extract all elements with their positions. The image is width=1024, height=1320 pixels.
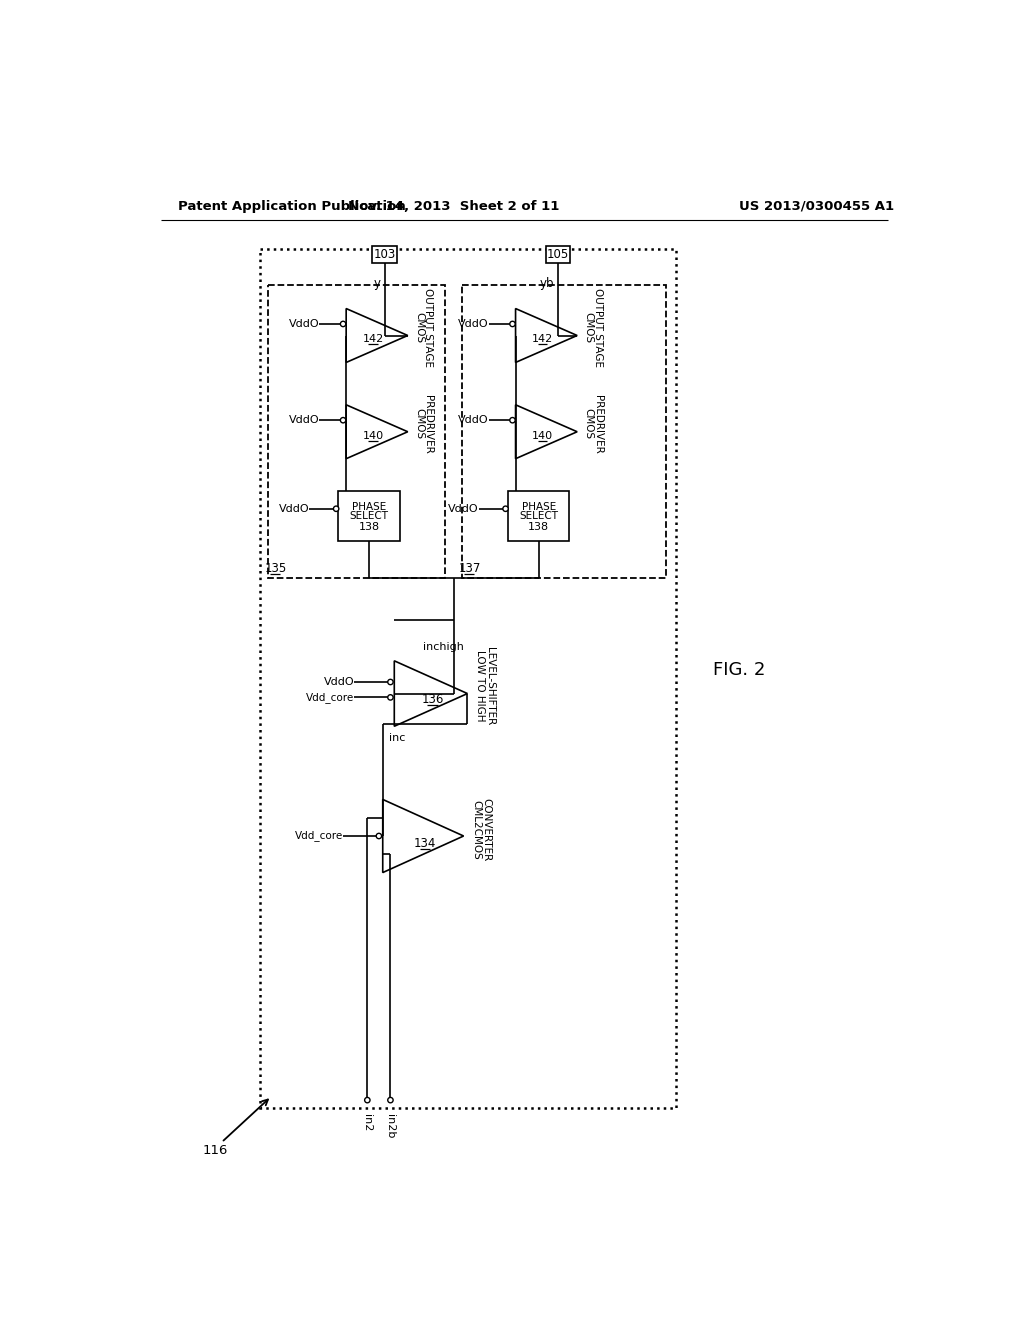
Text: 105: 105	[547, 248, 569, 261]
Text: CONVERTER: CONVERTER	[481, 799, 492, 862]
Circle shape	[388, 680, 393, 685]
Circle shape	[376, 833, 382, 838]
Text: in2: in2	[362, 1114, 373, 1131]
Text: US 2013/0300455 A1: US 2013/0300455 A1	[739, 199, 894, 213]
Text: Patent Application Publication: Patent Application Publication	[178, 199, 407, 213]
Text: Vdd_core: Vdd_core	[295, 830, 343, 841]
FancyBboxPatch shape	[546, 246, 570, 263]
Circle shape	[340, 321, 346, 326]
Text: SELECT: SELECT	[350, 511, 389, 521]
Text: FIG. 2: FIG. 2	[713, 661, 765, 680]
Text: inc: inc	[389, 733, 406, 743]
Circle shape	[365, 1097, 370, 1102]
FancyBboxPatch shape	[339, 491, 400, 541]
Text: PREDRIVER: PREDRIVER	[423, 395, 433, 454]
Text: 142: 142	[531, 334, 553, 345]
Text: 138: 138	[528, 523, 549, 532]
Circle shape	[340, 417, 346, 422]
Text: 134: 134	[414, 837, 436, 850]
Text: VddO: VddO	[447, 504, 478, 513]
Text: CML2CMOS: CML2CMOS	[471, 800, 481, 859]
Text: 116: 116	[203, 1143, 228, 1156]
Text: OUTPUT STAGE: OUTPUT STAGE	[423, 288, 433, 367]
Text: 138: 138	[358, 523, 380, 532]
Text: PREDRIVER: PREDRIVER	[593, 395, 602, 454]
Circle shape	[510, 321, 515, 326]
Text: VddO: VddO	[458, 416, 488, 425]
Text: 135: 135	[264, 562, 287, 576]
FancyBboxPatch shape	[508, 491, 569, 541]
Text: 142: 142	[362, 334, 384, 345]
Text: LEVEL-SHIFTER: LEVEL-SHIFTER	[485, 647, 496, 725]
Text: VddO: VddO	[279, 504, 309, 513]
Text: CMOS: CMOS	[584, 313, 593, 343]
Text: VddO: VddO	[458, 319, 488, 329]
Text: Nov. 14, 2013  Sheet 2 of 11: Nov. 14, 2013 Sheet 2 of 11	[348, 199, 560, 213]
Circle shape	[334, 506, 339, 511]
Text: LOW TO HIGH: LOW TO HIGH	[475, 651, 485, 722]
Text: VddO: VddO	[289, 416, 319, 425]
Text: SELECT: SELECT	[519, 511, 558, 521]
Text: PHASE: PHASE	[521, 502, 556, 512]
Text: yb: yb	[540, 277, 554, 290]
Text: OUTPUT STAGE: OUTPUT STAGE	[593, 288, 602, 367]
Text: 136: 136	[421, 693, 443, 706]
Text: VddO: VddO	[289, 319, 319, 329]
Text: PHASE: PHASE	[352, 502, 386, 512]
Circle shape	[388, 694, 393, 700]
Text: y: y	[374, 277, 381, 290]
Text: 137: 137	[458, 562, 480, 576]
Text: 140: 140	[531, 430, 553, 441]
Text: CMOS: CMOS	[584, 408, 593, 440]
Text: inchigh: inchigh	[423, 642, 464, 652]
Text: CMOS: CMOS	[414, 408, 424, 440]
Circle shape	[388, 1097, 393, 1102]
Text: VddO: VddO	[324, 677, 354, 686]
Text: 103: 103	[374, 248, 396, 261]
Text: CMOS: CMOS	[414, 313, 424, 343]
Text: in2b: in2b	[385, 1114, 395, 1138]
FancyBboxPatch shape	[373, 246, 397, 263]
Text: 140: 140	[362, 430, 384, 441]
Circle shape	[503, 506, 508, 511]
Text: Vdd_core: Vdd_core	[306, 692, 354, 702]
Circle shape	[510, 417, 515, 422]
